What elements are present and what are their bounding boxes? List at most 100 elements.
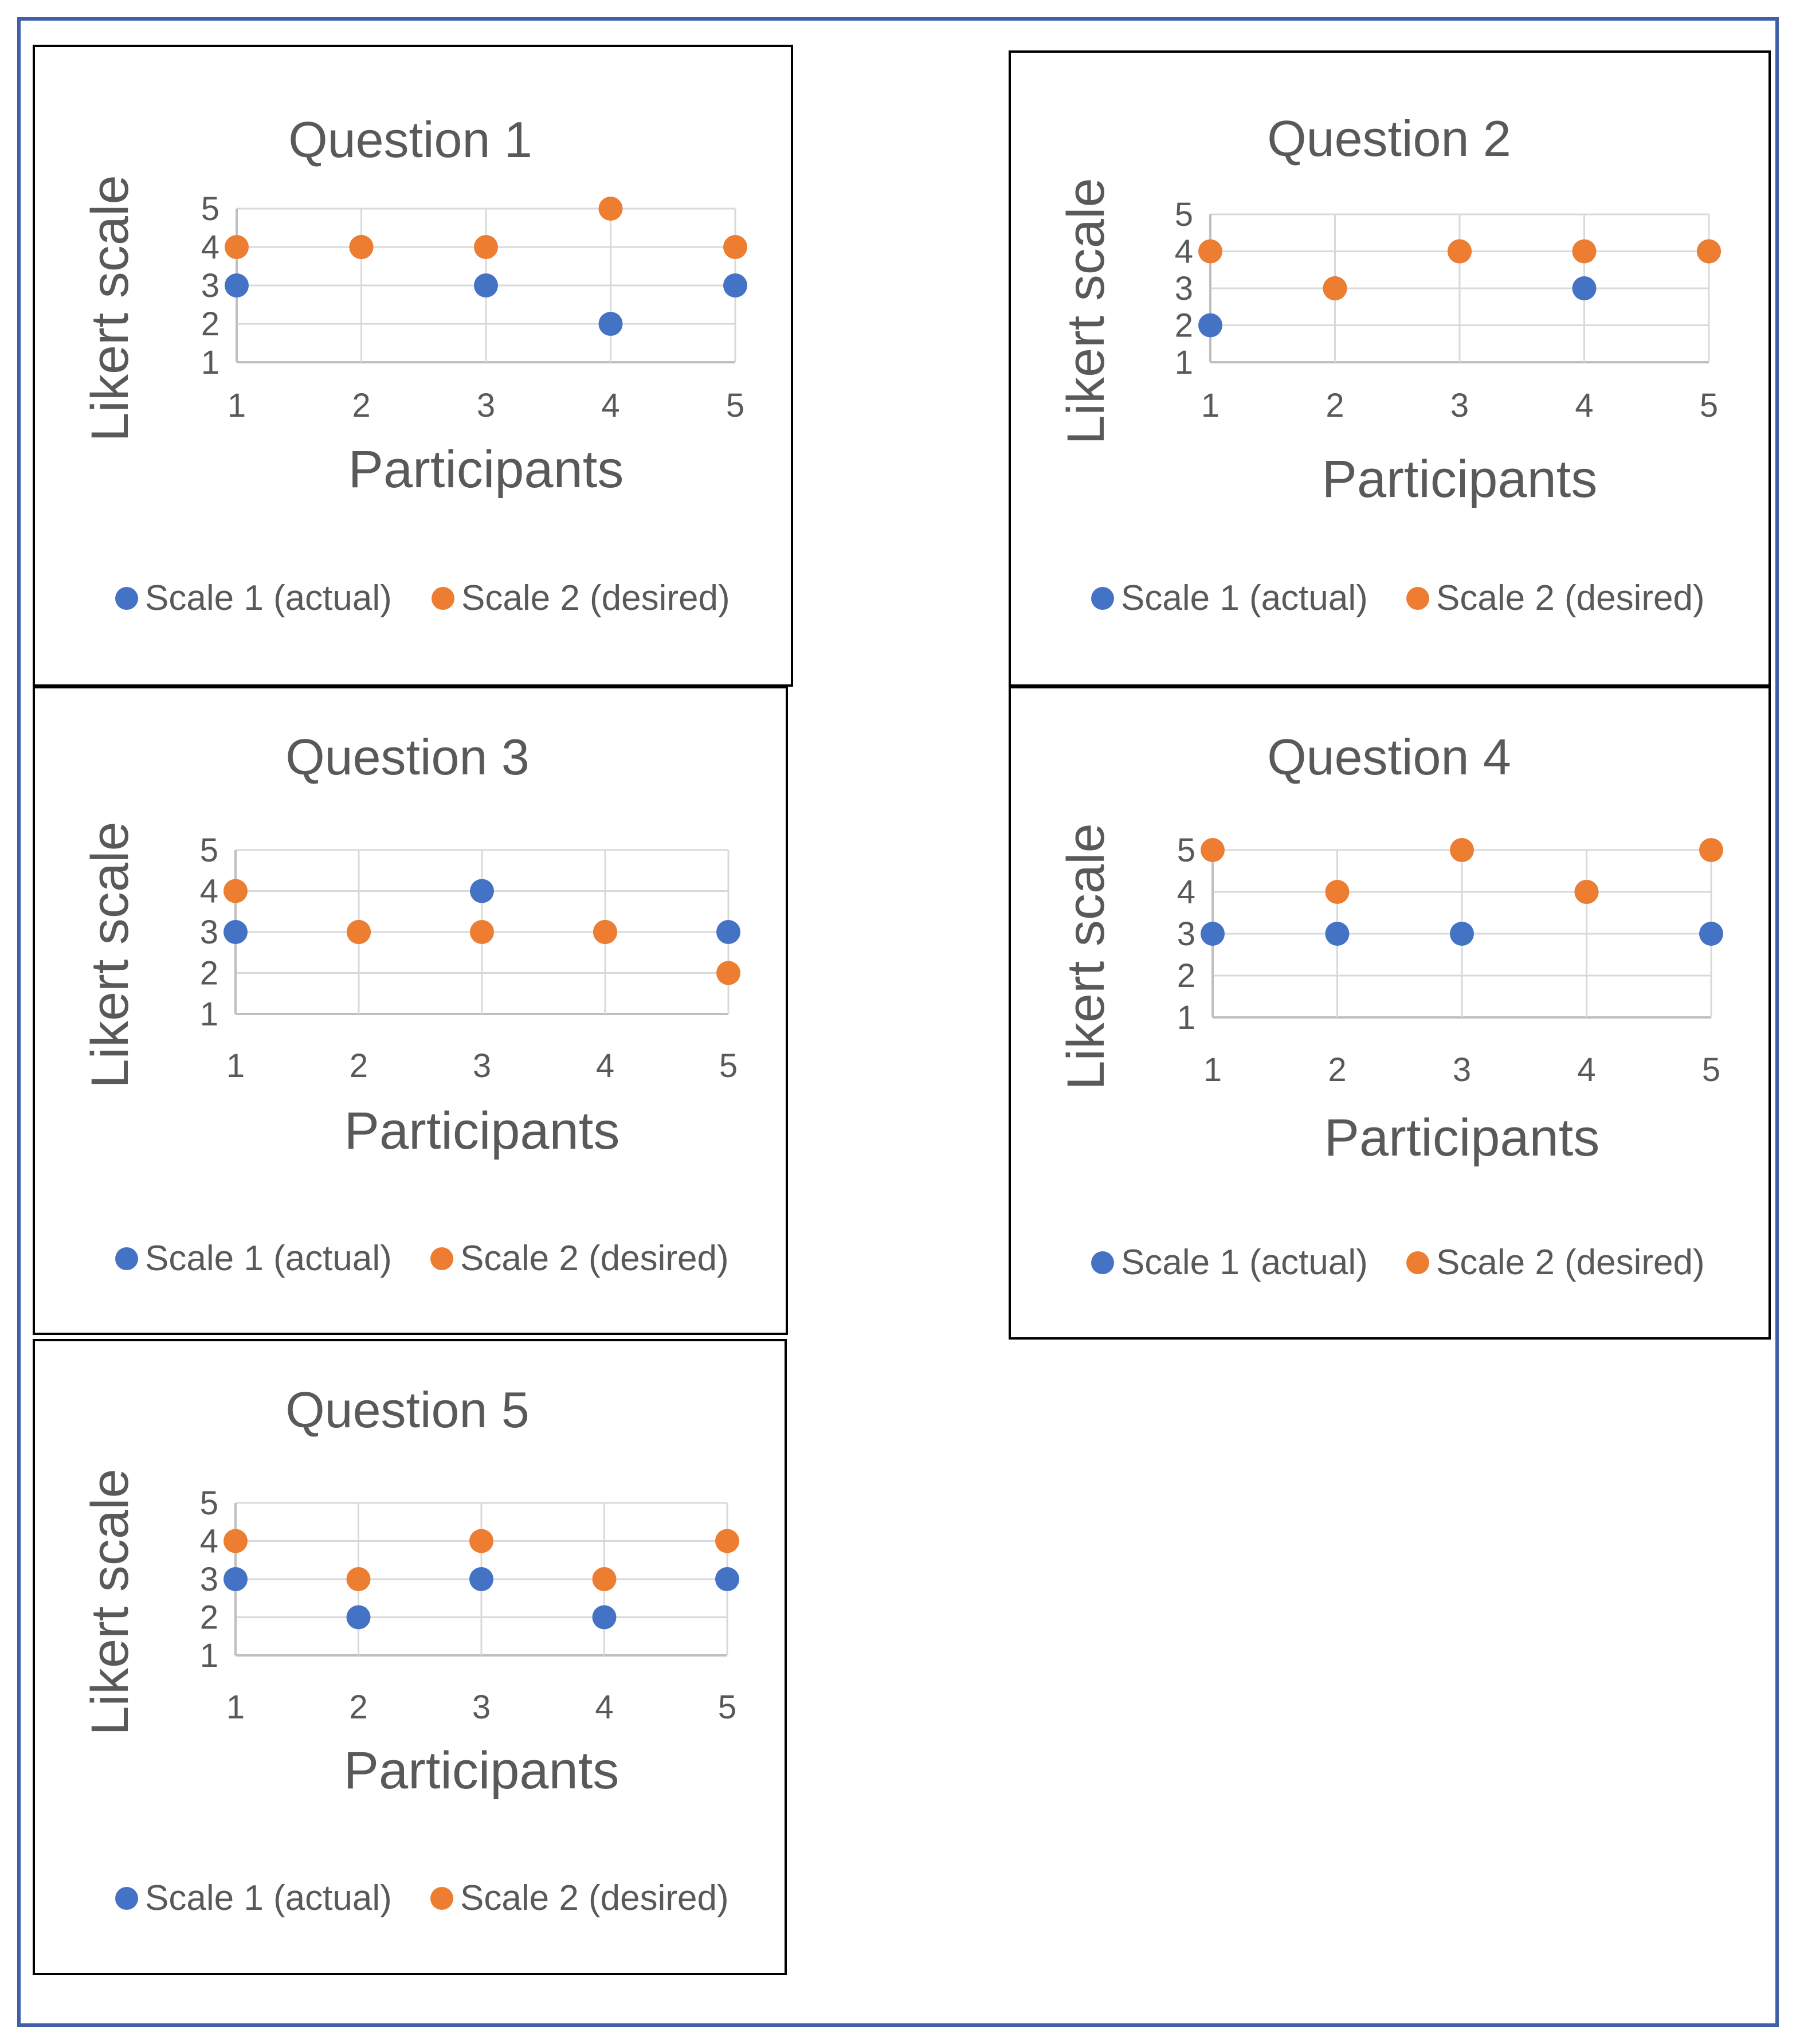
scale1-point	[223, 920, 248, 944]
scale1-point	[1201, 922, 1225, 946]
x-tick-label: 2	[350, 1047, 368, 1084]
y-tick-label: 4	[1175, 233, 1193, 271]
scale1-point	[1572, 276, 1597, 300]
chart-panel-question-1: Question 1 1 2 3 4 5 1 2 3 4 5 Participants Likert s…	[33, 45, 793, 687]
legend-label-scale1: Scale 1 (actual)	[145, 578, 392, 618]
legend-label-scale2: Scale 2 (desired)	[461, 578, 730, 618]
y-tick-label: 1	[200, 996, 218, 1033]
scale2-point	[349, 235, 374, 259]
scale1-point	[470, 879, 494, 903]
chart-panel-question-5: Question 5 1 2 3 4 5 1 2 3 4 5 Participants Likert s…	[33, 1339, 787, 1975]
scale2-point	[346, 1567, 371, 1591]
scale2-point	[1574, 880, 1599, 904]
y-tick-label: 4	[200, 1523, 218, 1560]
scale1-point	[598, 312, 623, 336]
scale1-point	[1325, 922, 1350, 946]
y-tick-label: 5	[200, 832, 218, 869]
legend-marker-scale2	[1406, 1251, 1429, 1274]
legend-label-scale1: Scale 1 (actual)	[145, 1239, 392, 1278]
scale1-point	[474, 273, 498, 297]
x-tick-label: 3	[472, 1689, 491, 1726]
y-tick-label: 3	[1177, 915, 1195, 953]
scale1-point	[1699, 922, 1723, 946]
x-axis-label: Participants	[1322, 450, 1598, 508]
chart-title: Question 1	[288, 111, 532, 168]
legend-label-scale2: Scale 2 (desired)	[460, 1878, 729, 1918]
scale2-point	[716, 961, 740, 985]
y-tick-label: 2	[201, 306, 219, 343]
scale2-point	[1201, 838, 1225, 862]
x-tick-label: 5	[726, 387, 744, 424]
x-tick-label: 3	[1450, 387, 1469, 424]
scale1-point	[225, 273, 249, 297]
legend-marker-scale2	[430, 1247, 453, 1270]
x-tick-label: 5	[1700, 387, 1718, 424]
scale2-point	[347, 920, 371, 944]
legend-label-scale2: Scale 2 (desired)	[1436, 1243, 1705, 1282]
scale2-point	[592, 1567, 617, 1591]
y-tick-label: 5	[201, 190, 219, 228]
y-axis-label: Likert scale	[1057, 178, 1115, 444]
y-tick-label: 5	[200, 1485, 218, 1522]
scale2-point	[598, 197, 623, 221]
x-tick-label: 3	[477, 387, 495, 424]
x-tick-label: 3	[1453, 1051, 1471, 1088]
chart-title: Question 3	[285, 729, 530, 785]
y-tick-label: 1	[201, 344, 219, 381]
x-axis-label: Participants	[1324, 1109, 1600, 1167]
scale2-point	[593, 920, 617, 944]
x-tick-label: 1	[226, 1689, 245, 1726]
scale2-point	[1325, 880, 1350, 904]
scale2-point	[474, 235, 498, 259]
chart-title: Question 2	[1267, 110, 1511, 167]
scale2-point	[1448, 239, 1472, 264]
y-tick-label: 4	[200, 873, 218, 910]
legend-label-scale1: Scale 1 (actual)	[145, 1878, 392, 1918]
y-tick-label: 1	[1177, 999, 1195, 1036]
scale2-point	[223, 879, 248, 903]
scale1-point	[223, 1567, 248, 1591]
legend-label-scale2: Scale 2 (desired)	[460, 1239, 729, 1278]
scale2-point	[469, 1529, 493, 1553]
chart-panel-question-2: Question 2 1 2 3 4 5 1 2 3 4 5 Participants Likert s…	[1009, 50, 1771, 687]
x-tick-label: 5	[718, 1689, 736, 1726]
x-tick-label: 1	[226, 1047, 245, 1084]
scale2-point	[1572, 239, 1597, 264]
y-tick-label: 2	[1175, 307, 1193, 344]
chart-title: Question 5	[285, 1381, 530, 1438]
x-axis-label: Participants	[344, 1102, 620, 1160]
y-axis-label: Likert scale	[81, 175, 139, 441]
x-axis-label: Participants	[344, 1741, 619, 1800]
chart-title: Question 4	[1267, 729, 1511, 785]
y-tick-label: 4	[1177, 874, 1195, 911]
scale1-point	[469, 1567, 493, 1591]
x-axis-label: Participants	[348, 440, 624, 499]
y-tick-label: 5	[1177, 832, 1195, 869]
scatter-chart-question-4: Question 4 1 2 3 4 5 1 2 3 4 5 Participants Likert s…	[1057, 729, 1723, 1282]
legend-marker-scale2	[1406, 587, 1429, 610]
x-tick-label: 2	[349, 1689, 367, 1726]
x-tick-label: 1	[1203, 1051, 1222, 1088]
legend-marker-scale2	[430, 1887, 453, 1910]
x-tick-label: 2	[1326, 387, 1344, 424]
legend-label-scale1: Scale 1 (actual)	[1121, 1243, 1368, 1282]
legend-marker-scale1	[115, 587, 138, 610]
scale2-point	[1323, 276, 1347, 300]
scale2-point	[225, 235, 249, 259]
y-tick-label: 2	[200, 955, 218, 992]
scale1-point	[1198, 313, 1222, 338]
legend-label-scale2: Scale 2 (desired)	[1436, 578, 1705, 618]
scale1-point	[592, 1605, 617, 1630]
x-tick-label: 2	[1328, 1051, 1346, 1088]
y-tick-label: 2	[200, 1599, 218, 1636]
y-tick-label: 4	[201, 229, 219, 266]
scale2-point	[1450, 838, 1474, 862]
figure-frame	[17, 17, 1779, 2027]
scale2-point	[1198, 239, 1222, 264]
legend-marker-scale2	[432, 587, 454, 610]
chart-panel-question-4: Question 4 1 2 3 4 5 1 2 3 4 5 Participants Likert s…	[1009, 686, 1771, 1340]
legend-marker-scale1	[1091, 587, 1114, 610]
